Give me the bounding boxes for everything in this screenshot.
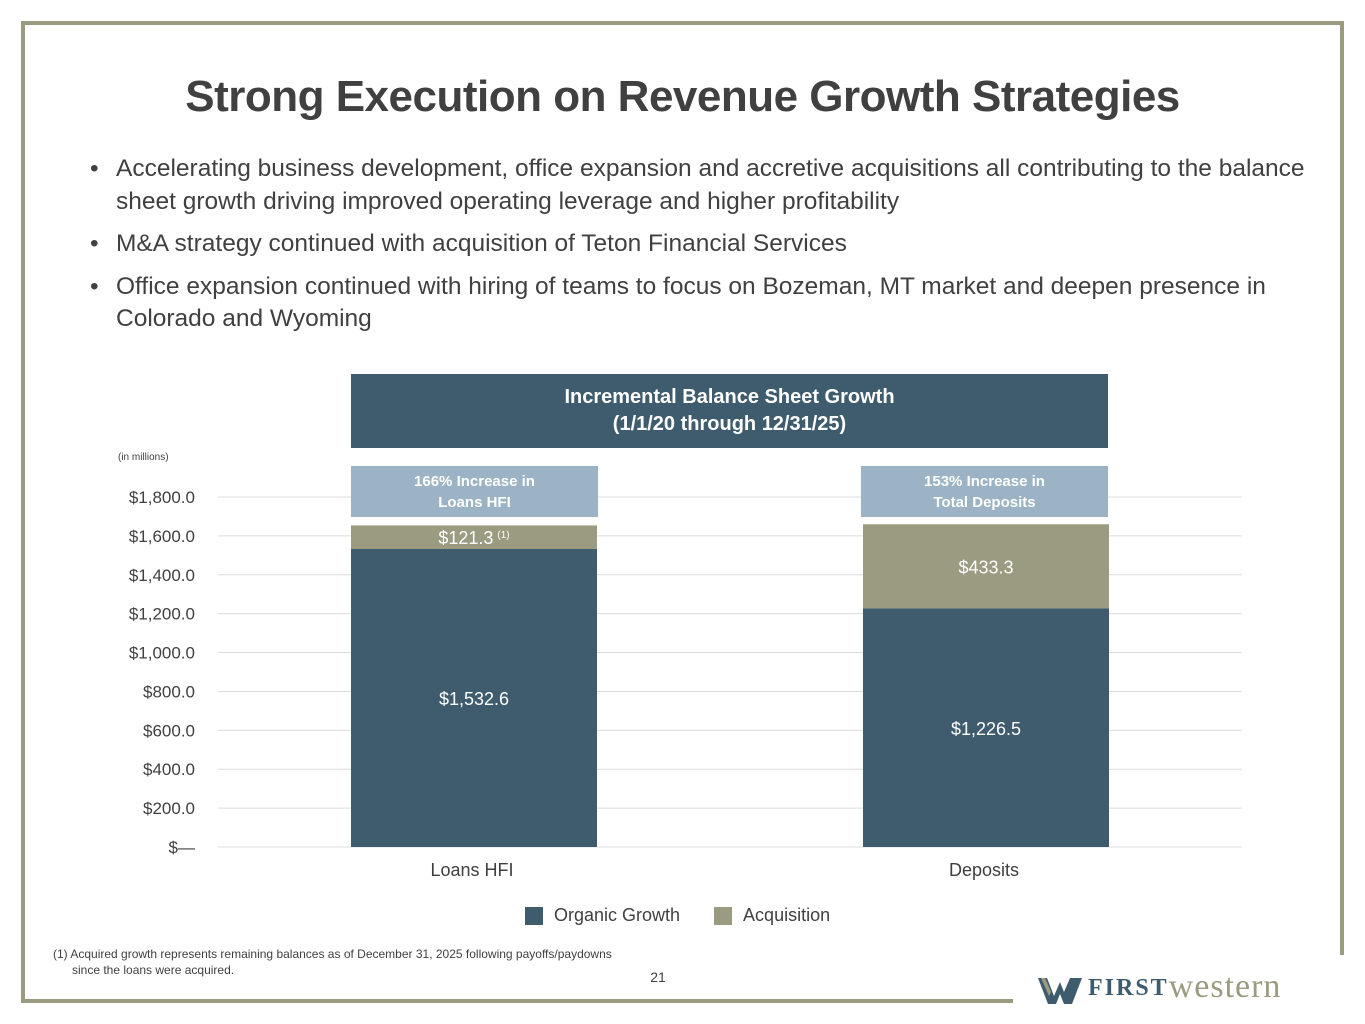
bar-organic-growth [863, 608, 1109, 847]
frame-top-border [21, 21, 1344, 25]
y-tick-label: $1,200.0 [129, 605, 195, 624]
loans-increase-callout: 166% Increase in Loans HFI [351, 466, 598, 517]
legend-item-organic: Organic Growth [525, 905, 680, 926]
y-tick-label: $1,600.0 [129, 527, 195, 546]
x-category-label: Deposits [949, 860, 1019, 880]
footnote: (1) Acquired growth represents remaining… [53, 946, 612, 978]
legend-label: Acquisition [743, 905, 831, 925]
y-tick-label: $600.0 [143, 721, 195, 740]
chart-header: Incremental Balance Sheet Growth (1/1/20… [351, 374, 1108, 448]
bar-acquisition [863, 524, 1109, 609]
y-tick-label: $400.0 [143, 760, 195, 779]
bullet-text: Accelerating business development, offic… [116, 155, 1305, 215]
page-title: Strong Execution on Revenue Growth Strat… [185, 72, 1180, 121]
page-number: 21 [650, 969, 666, 985]
frame-left-border [21, 21, 25, 1003]
legend-item-acquisition: Acquisition [714, 905, 830, 926]
footnote-mark: (1) [497, 530, 509, 541]
callout-line1: 153% Increase in [924, 472, 1045, 490]
y-tick-label: $1,800.0 [129, 488, 195, 507]
units-label: (in millions) [118, 452, 169, 463]
callout-line2: Total Deposits [933, 493, 1036, 511]
footnote-line2: since the loans were acquired. [72, 963, 235, 977]
bullet-list: • Accelerating business development, offi… [88, 153, 1308, 346]
bullet-icon: • [90, 230, 99, 257]
legend-label: Organic Growth [554, 905, 681, 925]
company-logo: FIRST western [1038, 970, 1281, 1004]
footnote-line1: (1) Acquired growth represents remaining… [53, 947, 612, 961]
bullet-item: • M&A strategy continued with acquisition… [88, 228, 1308, 261]
y-tick-label: $1,000.0 [129, 644, 195, 663]
bullet-item: • Office expansion continued with hiring … [88, 271, 1308, 336]
bullet-text: Office expansion continued with hiring o… [116, 272, 1266, 333]
y-tick-label: $— [169, 838, 195, 857]
data-label: $1,226.5 [951, 719, 1021, 739]
logo-text-western: western [1168, 968, 1282, 1005]
logo-text-first: FIRST [1088, 975, 1169, 1001]
bullet-icon: • [90, 272, 99, 300]
y-tick-label: $1,400.0 [129, 566, 195, 585]
legend-swatch-organic [525, 906, 543, 925]
x-category-label: Loans HFI [430, 860, 513, 880]
legend-swatch-acquisition [714, 906, 733, 925]
bar-chart: $— $200.0 $400.0 $600.0 $800.0 $1,000.0 $1,200… [129, 488, 1242, 880]
frame-right-border [1340, 21, 1344, 955]
bullet-item: • Accelerating business development, offi… [88, 153, 1308, 218]
data-label: $1,532.6 [439, 689, 509, 709]
callout-line1: 166% Increase in [414, 472, 535, 490]
logo-mark-icon [1038, 978, 1082, 1004]
frame-bottom-border [21, 999, 1013, 1003]
bar-acquisition [351, 525, 597, 549]
chart-legend: Organic Growth Acquisition [525, 905, 864, 926]
bullet-text: M&A strategy continued with acquisition … [116, 230, 847, 257]
chart-header-line1: Incremental Balance Sheet Growth [564, 386, 895, 408]
data-label: $433.3 [958, 557, 1013, 577]
deposits-increase-callout: 153% Increase in Total Deposits [861, 466, 1108, 517]
y-tick-label: $200.0 [143, 799, 195, 818]
chart-header-line2: (1/1/20 through 12/31/25) [612, 413, 847, 435]
bullet-icon: • [90, 155, 99, 182]
bar-organic-growth [351, 548, 597, 847]
callout-line2: Loans HFI [438, 493, 511, 511]
y-tick-label: $800.0 [143, 682, 195, 701]
data-label: $121.3 (1) [438, 528, 509, 548]
